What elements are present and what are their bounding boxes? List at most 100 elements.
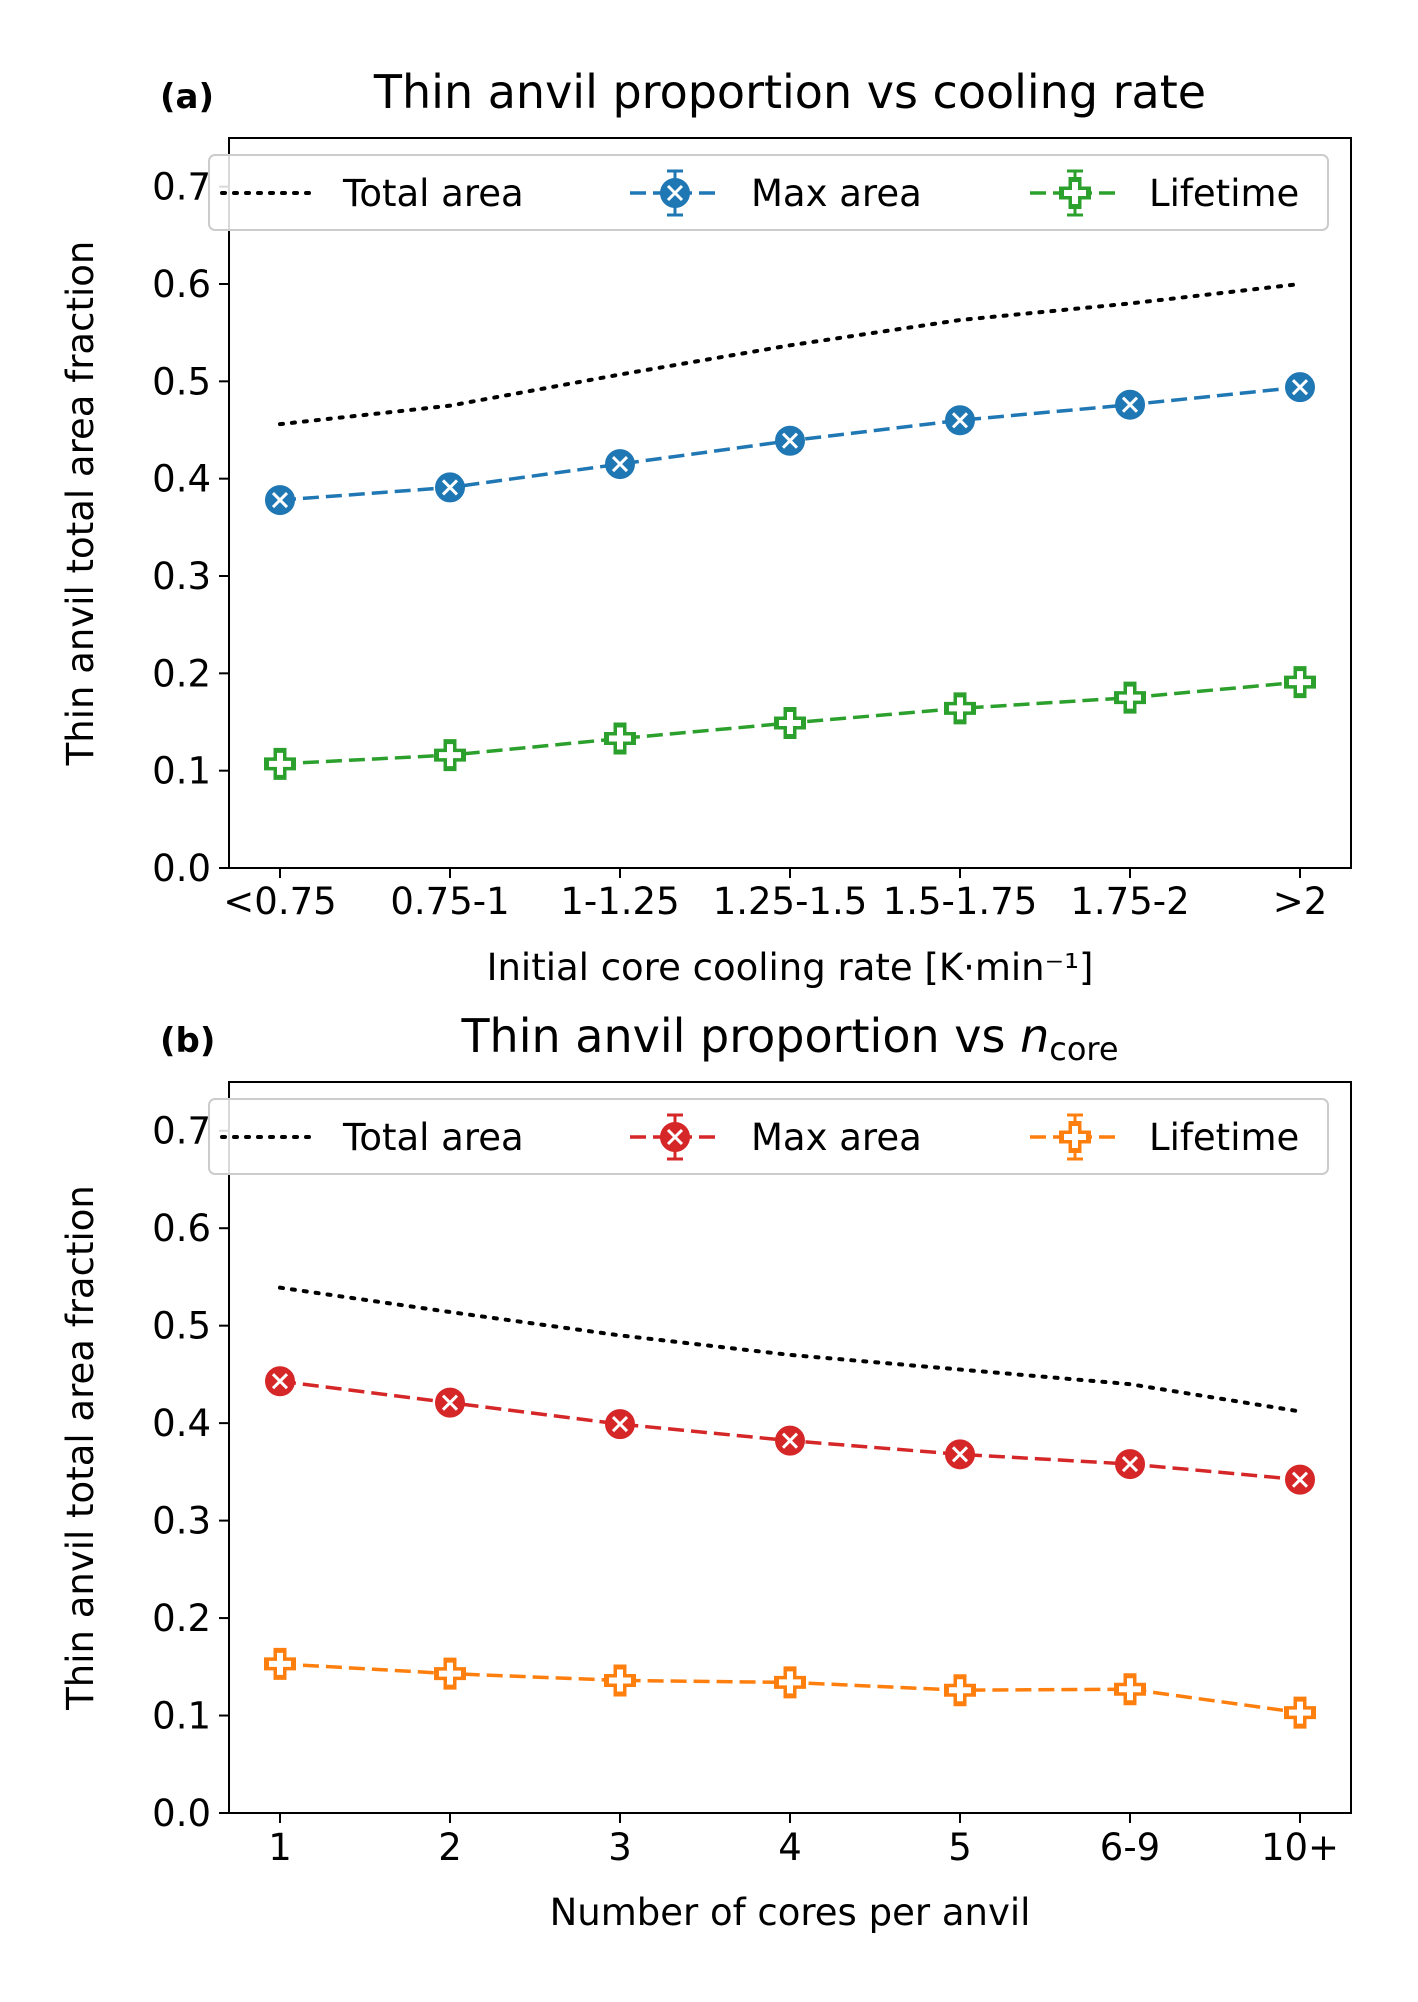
chart-title-text: Thin anvil proportion vs — [460, 1009, 1020, 1063]
data-point-lifetime — [1114, 1673, 1146, 1706]
y-tick-label: 0.7 — [152, 1110, 211, 1153]
marker-plus-inner — [949, 697, 971, 720]
marker-plus-inner — [1289, 1701, 1311, 1724]
y-tick-label: 0.6 — [152, 1207, 211, 1250]
marker-cross — [1291, 379, 1309, 396]
legend-marker — [660, 178, 690, 208]
data-point-lifetime — [1114, 681, 1146, 714]
y-tick-label: 0.0 — [152, 1792, 211, 1835]
chart-title: Thin anvil proportion vs cooling rate — [373, 65, 1206, 119]
legend-marker — [660, 1122, 690, 1152]
panel-label: (a) — [160, 77, 214, 117]
series-line-total-area — [278, 282, 1302, 427]
x-tick-label: 1 — [268, 1826, 292, 1869]
marker-plus-inner — [1119, 686, 1141, 709]
legend-label: Lifetime — [1149, 1116, 1299, 1159]
marker-cross — [781, 1432, 799, 1449]
y-tick-label: 0.3 — [152, 1500, 211, 1543]
marker-cross — [1121, 396, 1139, 413]
data-point-max-area — [775, 425, 805, 456]
x-tick-label: 1.75-2 — [1070, 880, 1189, 923]
y-tick-label: 0.2 — [152, 1597, 211, 1640]
marker-cross — [271, 1373, 289, 1390]
data-point-max-area — [1115, 389, 1145, 420]
data-point-max-area — [435, 472, 465, 503]
data-point-max-area — [435, 1387, 465, 1418]
marker-plus-inner — [439, 1662, 461, 1685]
y-tick-label: 0.1 — [152, 750, 211, 793]
marker-plus-inner — [1289, 671, 1311, 694]
x-axis-label: Number of cores per anvil — [550, 1891, 1031, 1934]
marker-plus-inner — [439, 744, 461, 767]
legend-label: Max area — [751, 172, 922, 215]
series-line-total-area — [278, 1285, 1302, 1414]
legend-cross — [666, 184, 684, 202]
data-point-max-area — [775, 1425, 805, 1456]
legend-box — [208, 154, 1329, 231]
x-tick-label: 1.25-1.5 — [713, 880, 868, 923]
x-tick-label: 0.75-1 — [390, 880, 509, 923]
legend-label: Total area — [342, 172, 524, 215]
legend-box — [208, 1098, 1329, 1175]
marker-plus-inner — [609, 727, 631, 750]
marker-plus-inner — [269, 752, 291, 775]
marker-cross — [611, 1416, 629, 1433]
data-point-lifetime — [434, 1657, 466, 1690]
panel-b: (b) Thin anvil proportion vs ncore 0.0 0.1 0… — [59, 1009, 1352, 1934]
y-tick-label: 0.5 — [152, 360, 211, 403]
legend-marker — [1059, 1121, 1091, 1153]
data-point-lifetime — [604, 1664, 636, 1697]
data-point-max-area — [1285, 372, 1315, 403]
legend-label: Lifetime — [1149, 172, 1299, 215]
marker-plus-inner — [1119, 1678, 1141, 1701]
chart-title-subscript: core — [1049, 1030, 1118, 1068]
chart-title: Thin anvil proportion vs ncore — [460, 1009, 1118, 1068]
y-tick-label: 0.7 — [152, 166, 211, 209]
data-point-max-area — [945, 1439, 975, 1470]
marker-cross — [611, 456, 629, 473]
marker-cross — [951, 1446, 969, 1463]
y-tick-label: 0.1 — [152, 1695, 211, 1738]
data-point-lifetime — [604, 722, 636, 755]
data-point-max-area — [945, 405, 975, 436]
x-tick-label: 5 — [948, 1826, 972, 1869]
x-axis-label: Initial core cooling rate [K·min⁻¹] — [487, 946, 1094, 989]
data-point-lifetime — [774, 1666, 806, 1699]
data-point-lifetime — [944, 692, 976, 725]
data-point-max-area — [265, 1366, 295, 1397]
legend-marker — [1059, 177, 1091, 209]
y-tick-label: 0.2 — [152, 652, 211, 695]
marker-plus-inner — [779, 711, 801, 734]
x-tick-label: 6-9 — [1100, 1826, 1160, 1869]
panel-a: (a) Thin anvil proportion vs cooling rate… — [59, 65, 1352, 989]
legend-plus-inner — [1064, 1126, 1086, 1148]
marker-plus-inner — [949, 1679, 971, 1702]
y-axis-label: Thin anvil total area fraction — [59, 1185, 102, 1711]
data-point-max-area — [1285, 1464, 1315, 1495]
x-tick-label: 10+ — [1261, 1826, 1339, 1869]
data-point-lifetime — [434, 739, 466, 772]
panel-label: (b) — [160, 1021, 215, 1061]
legend-label: Total area — [342, 1116, 524, 1159]
x-tick-label: <0.75 — [223, 880, 336, 923]
y-tick-label: 0.4 — [152, 1402, 211, 1445]
data-point-lifetime — [264, 747, 296, 780]
data-point-lifetime — [1284, 666, 1316, 699]
data-point-max-area — [605, 449, 635, 480]
marker-cross — [271, 492, 289, 509]
data-point-lifetime — [944, 1674, 976, 1707]
data-point-max-area — [605, 1409, 635, 1440]
y-tick-label: 0.6 — [152, 263, 211, 306]
marker-cross — [441, 479, 459, 496]
data-point-max-area — [265, 485, 295, 516]
y-tick-label: 0.5 — [152, 1305, 211, 1348]
y-axis-label: Thin anvil total area fraction — [59, 241, 102, 767]
legend-label: Max area — [751, 1116, 922, 1159]
y-tick-label: 0.4 — [152, 458, 211, 501]
chart-title-text: Thin anvil proportion vs cooling rate — [373, 65, 1206, 119]
x-tick-label: >2 — [1273, 880, 1328, 923]
y-tick-label: 0.0 — [152, 847, 211, 890]
data-point-lifetime — [264, 1647, 296, 1680]
marker-cross — [441, 1394, 459, 1411]
